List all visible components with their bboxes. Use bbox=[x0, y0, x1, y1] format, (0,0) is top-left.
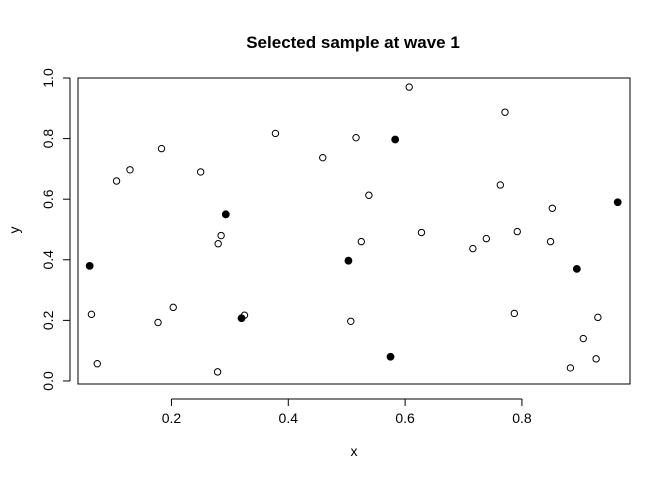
x-axis-title: x bbox=[351, 443, 358, 459]
y-tick-label: 0.4 bbox=[40, 250, 56, 270]
data-point bbox=[217, 231, 225, 240]
chart-title: Selected sample at wave 1 bbox=[246, 33, 460, 52]
data-point bbox=[365, 191, 373, 199]
x-axis-ticks: 0.2 0.4 0.6 0.8 bbox=[162, 399, 532, 426]
data-point bbox=[87, 310, 96, 319]
data-point bbox=[169, 303, 177, 312]
x-tick-label: 0.6 bbox=[395, 410, 415, 426]
data-point bbox=[482, 234, 491, 243]
data-point bbox=[566, 364, 575, 372]
y-tick-label: 0.2 bbox=[40, 310, 56, 330]
data-point bbox=[154, 318, 162, 327]
data-point bbox=[112, 177, 121, 185]
data-point bbox=[319, 153, 327, 162]
selected-data-point bbox=[237, 314, 246, 323]
y-tick-label: 0.0 bbox=[40, 371, 56, 391]
data-point bbox=[548, 204, 557, 212]
data-point bbox=[357, 237, 366, 246]
data-point bbox=[93, 360, 101, 368]
data-point bbox=[469, 244, 477, 253]
selected-data-point bbox=[572, 264, 581, 273]
data-point bbox=[496, 181, 505, 189]
selected-data-point bbox=[85, 261, 94, 270]
y-tick-label: 1.0 bbox=[40, 68, 56, 88]
data-point bbox=[214, 240, 222, 248]
y-tick-label: 0.6 bbox=[40, 189, 56, 209]
data-point bbox=[501, 108, 509, 116]
selected-data-point bbox=[613, 198, 622, 207]
data-point bbox=[271, 129, 280, 138]
data-point bbox=[352, 133, 360, 142]
y-tick-label: 0.8 bbox=[40, 129, 56, 149]
y-axis-ticks: 0.0 0.2 0.4 0.6 0.8 1.0 bbox=[40, 68, 70, 391]
data-point bbox=[213, 368, 222, 376]
data-point bbox=[405, 83, 413, 91]
y-axis-title: y bbox=[6, 227, 22, 234]
x-tick-label: 0.2 bbox=[162, 410, 182, 426]
data-points bbox=[85, 83, 622, 376]
selected-data-point bbox=[391, 135, 400, 144]
data-point bbox=[126, 166, 134, 174]
data-point bbox=[157, 144, 166, 153]
selected-data-point bbox=[221, 210, 230, 219]
selected-data-point bbox=[386, 352, 395, 361]
x-tick-label: 0.8 bbox=[512, 410, 532, 426]
data-point bbox=[592, 355, 600, 363]
data-point bbox=[196, 168, 205, 176]
selected-data-point bbox=[344, 256, 353, 265]
data-point bbox=[579, 334, 587, 343]
data-point bbox=[513, 227, 521, 236]
data-point bbox=[546, 237, 555, 246]
data-point bbox=[594, 313, 602, 322]
data-point bbox=[417, 228, 426, 237]
x-tick-label: 0.4 bbox=[279, 410, 299, 426]
data-point bbox=[510, 309, 519, 318]
plot-frame bbox=[77, 77, 631, 385]
data-point bbox=[347, 317, 355, 325]
